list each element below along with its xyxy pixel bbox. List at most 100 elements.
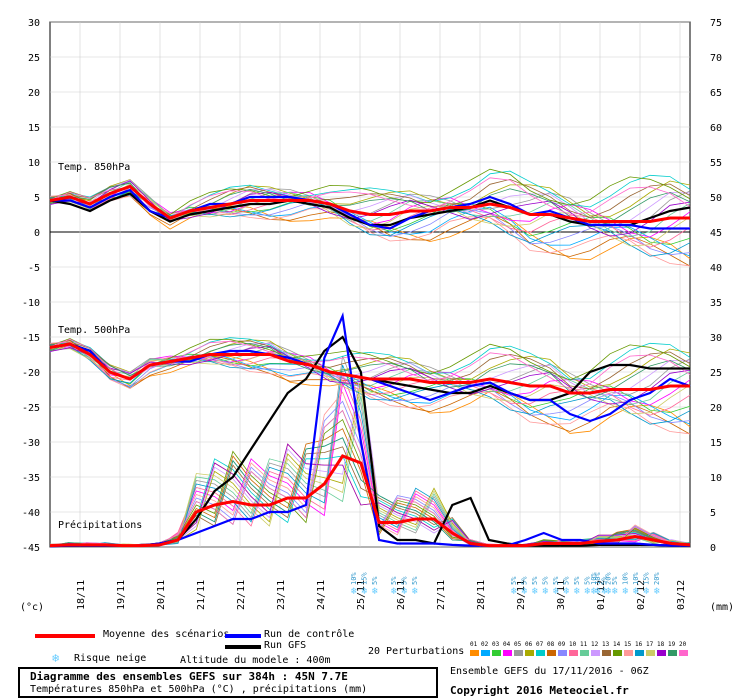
left-tick-label: 20: [28, 88, 40, 99]
main-series-lines: [49, 184, 691, 548]
pert-number: 05: [514, 641, 522, 648]
pert-2-t500: [49, 339, 691, 425]
snowflake-icon: ❄: [574, 586, 581, 597]
x-tick-label: 23/11: [276, 580, 287, 610]
legend-snow-label: Risque neige: [74, 653, 147, 664]
pert-swatch: [591, 650, 600, 656]
snowflake-icon: ❄: [553, 586, 560, 597]
x-tick-label: 26/11: [396, 580, 407, 610]
snow-percent: 5%: [390, 576, 398, 585]
pert-swatch: [679, 650, 688, 656]
x-tick-label: 20/11: [156, 580, 167, 610]
snowflake-icon: ❄: [585, 586, 592, 597]
snowflake-icon: ❄: [372, 586, 379, 597]
snow-percent: 5%: [542, 576, 550, 585]
snowflake-icon: ❄: [612, 586, 619, 597]
pert-swatch: [536, 650, 545, 656]
pert-number: 15: [624, 641, 632, 648]
right-tick-label: 60: [710, 123, 722, 134]
pert-swatch: [657, 650, 666, 656]
pert-swatch: [569, 650, 578, 656]
footer-box: Diagramme des ensembles GEFS sur 384h : …: [18, 667, 438, 698]
snow-percent: 5%: [552, 576, 560, 585]
left-tick-label: -15: [22, 333, 40, 344]
label-precip: Précipitations: [58, 519, 142, 531]
snowflake-icon: ❄: [412, 586, 419, 597]
snowflake-icon: ❄: [644, 586, 651, 597]
pert-1-t500: [49, 340, 691, 434]
pert-number: 13: [602, 641, 610, 648]
right-axis-unit: (mm): [710, 602, 734, 613]
left-tick-label: -45: [22, 543, 40, 554]
pert-number: 06: [525, 641, 533, 648]
snowflake-icon: ❄: [402, 586, 409, 597]
mean-t500-line: [49, 342, 690, 395]
snowflake-icon: ❄: [351, 586, 358, 597]
x-tick-label: 28/11: [476, 580, 487, 610]
left-tick-label: 5: [34, 193, 40, 204]
pert-number: 12: [591, 641, 599, 648]
snowflake-icon: ❄: [362, 586, 369, 597]
pert-swatch: [624, 650, 633, 656]
snowflake-icon: ❄: [591, 586, 598, 597]
left-tick-label: 25: [28, 53, 40, 64]
pert-number: 20: [679, 641, 687, 648]
pert-swatch: [602, 650, 611, 656]
pert-swatch: [481, 650, 490, 656]
pert-number: 19: [668, 641, 676, 648]
right-tick-label: 0: [710, 543, 716, 554]
pert-swatch: [580, 650, 589, 656]
right-tick-label: 5: [710, 508, 716, 519]
snow-percent: 20%: [605, 572, 613, 585]
snowflake-icon: ❄: [52, 651, 60, 665]
footer-copyright: Copyright 2016 Meteociel.fr: [450, 684, 629, 697]
x-tick-label: 25/11: [356, 580, 367, 610]
left-tick-label: 30: [28, 18, 40, 29]
pert-number: 01: [470, 641, 478, 648]
snow-percent: 5%: [401, 576, 409, 585]
pert-number: 02: [481, 641, 489, 648]
pert-11-t850: [49, 181, 691, 238]
pert-number: 04: [503, 641, 511, 648]
snow-percent: 5%: [521, 576, 529, 585]
snowflake-icon: ❄: [522, 586, 529, 597]
plot-frame: [49, 21, 691, 548]
snow-percent: 10%: [594, 572, 602, 585]
snow-percent: 15%: [643, 572, 651, 585]
right-tick-label: 45: [710, 228, 722, 239]
legend-gfs-label: Run GFS: [264, 640, 307, 651]
pert-number: 10: [569, 641, 577, 648]
snow-percent: 10%: [622, 572, 630, 585]
left-tick-label: -30: [22, 438, 40, 449]
pert-number: 18: [657, 641, 665, 648]
left-axis-unit: (°c): [20, 602, 44, 613]
left-tick-label: -40: [22, 508, 40, 519]
snow-percent: 5%: [371, 576, 379, 585]
left-tick-label: -25: [22, 403, 40, 414]
pert-swatch: [558, 650, 567, 656]
snowflake-icon: ❄: [595, 586, 602, 597]
snowflake-icon: ❄: [511, 586, 518, 597]
right-tick-label: 20: [710, 403, 722, 414]
x-tick-label: 01/12: [596, 580, 607, 610]
snowflake-icon: ❄: [623, 586, 630, 597]
left-tick-label: -20: [22, 368, 40, 379]
legend-perturbations: 20 Perturbations: [368, 646, 465, 657]
pert-swatch: [525, 650, 534, 656]
pert-swatch: [646, 650, 655, 656]
legend-mean-label: Moyenne des scénarios: [103, 629, 230, 640]
right-tick-label: 50: [710, 193, 722, 204]
legend-altitude: Altitude du modele : 400m: [180, 655, 331, 666]
pert-number: 09: [558, 641, 566, 648]
pert-number: 16: [635, 641, 643, 648]
x-tick-label: 03/12: [676, 580, 687, 610]
x-tick-label: 21/11: [196, 580, 207, 610]
chart-grid: [49, 21, 691, 548]
left-tick-label: -35: [22, 473, 40, 484]
snow-percent: 5%: [563, 576, 571, 585]
snow-percent: 5%: [611, 576, 619, 585]
pert-8-t500: [49, 339, 691, 435]
right-tick-label: 15: [710, 438, 722, 449]
snow-percent: 10%: [632, 572, 640, 585]
